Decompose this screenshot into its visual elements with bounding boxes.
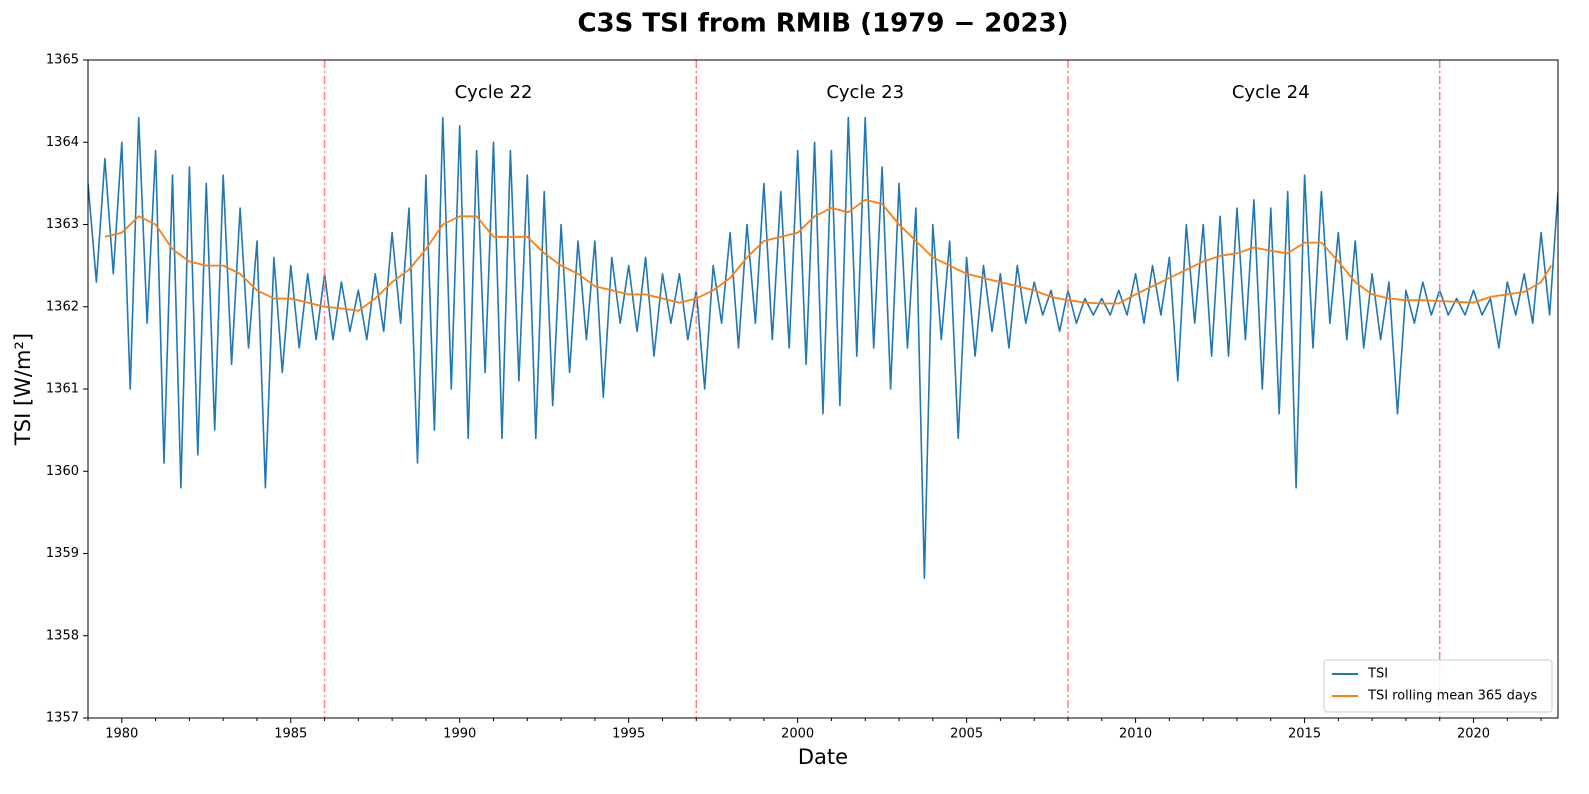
legend-label: TSI rolling mean 365 days xyxy=(1367,689,1537,704)
x-tick-label: 1985 xyxy=(274,727,307,742)
y-tick-label: 1364 xyxy=(46,135,79,150)
plot-frame xyxy=(87,59,1559,719)
chart-title: C3S TSI from RMIB (1979 − 2023) xyxy=(577,9,1068,39)
y-tick-label: 1363 xyxy=(46,217,79,232)
series-line xyxy=(88,116,1558,579)
x-axis-label: Date xyxy=(798,745,848,769)
x-tick-label: 1990 xyxy=(443,727,476,742)
y-tick-label: 1359 xyxy=(46,546,79,561)
y-tick-label: 1362 xyxy=(46,299,79,314)
y-tick-label: 1361 xyxy=(46,382,79,397)
x-tick-label: 1980 xyxy=(105,727,138,742)
annotation: Cycle 22 xyxy=(455,82,533,103)
legend-label: TSI xyxy=(1367,667,1388,682)
legend-box xyxy=(1323,659,1553,713)
x-tick-label: 2010 xyxy=(1119,727,1152,742)
x-tick-label: 2015 xyxy=(1288,727,1321,742)
y-axis-label: TSI [W/m²] xyxy=(11,333,35,446)
x-tick-label: 2005 xyxy=(950,727,983,742)
y-tick-label: 1365 xyxy=(46,53,79,68)
x-tick-label: 2000 xyxy=(781,727,814,742)
y-tick-label: 1360 xyxy=(46,464,79,479)
x-tick-label: 1995 xyxy=(612,727,645,742)
annotation: Cycle 24 xyxy=(1232,82,1310,103)
plot-area xyxy=(88,116,1558,579)
annotation: Cycle 23 xyxy=(826,82,904,103)
x-tick-label: 2020 xyxy=(1457,727,1490,742)
series-line xyxy=(104,198,1552,312)
y-tick-label: 1358 xyxy=(46,628,79,643)
y-tick-label: 1357 xyxy=(46,711,79,726)
